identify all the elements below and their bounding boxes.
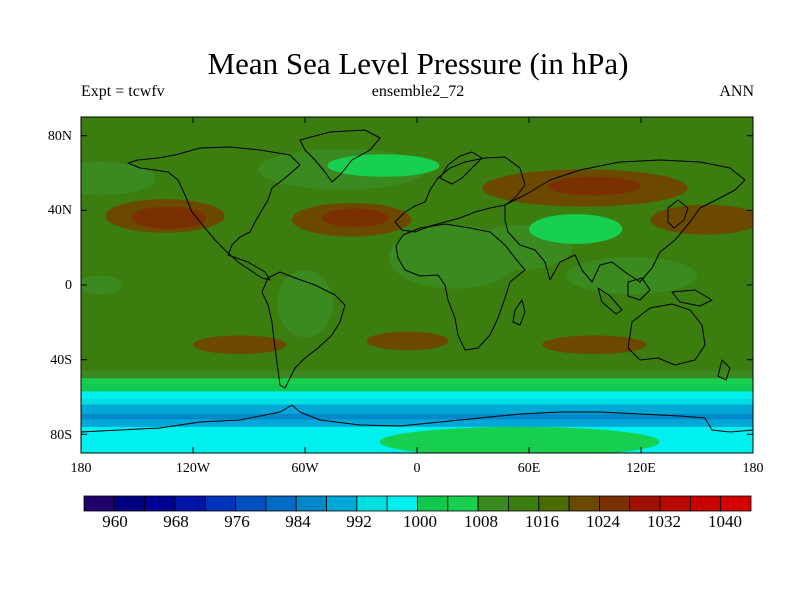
coastline-scandinavia xyxy=(439,151,483,185)
coastline-north-america xyxy=(127,146,301,281)
siberian-high-core xyxy=(547,176,641,196)
coastline-south-america xyxy=(261,271,346,389)
azores-high-core xyxy=(321,208,389,228)
lon-label-0: 0 xyxy=(413,461,421,476)
north-atlantic-low-core xyxy=(327,154,440,177)
zonal-band-1 xyxy=(81,378,753,385)
colorbar-label-1000: 1000 xyxy=(403,512,437,531)
coastline-asia xyxy=(504,159,746,283)
japan-high xyxy=(650,204,753,235)
coastlines xyxy=(81,129,753,433)
colorbar-label-1040: 1040 xyxy=(708,512,742,531)
antarctic-plateau-high xyxy=(379,426,660,453)
coastline-borneo xyxy=(627,277,651,301)
tibet-low xyxy=(529,214,623,244)
colorbar-label-960: 960 xyxy=(102,512,128,531)
coastline-japan xyxy=(667,199,689,229)
zonal-band-0 xyxy=(81,370,753,379)
lon-label-60e: 60E xyxy=(517,461,541,476)
south-america-low xyxy=(277,270,333,338)
lon-label-180e: 180 xyxy=(742,461,764,476)
zonal-band-2 xyxy=(81,383,753,392)
colorbar-label-992: 992 xyxy=(346,512,372,531)
maritime-continent-low xyxy=(566,257,698,295)
colorbar-label-984: 984 xyxy=(285,512,311,531)
zonal-band-6 xyxy=(81,413,753,420)
zonal-band-5 xyxy=(81,404,753,415)
south-atlantic-high xyxy=(366,331,449,351)
colorbar-label-1008: 1008 xyxy=(464,512,498,531)
axis-ticks xyxy=(80,117,754,453)
run-label: ensemble2_72 xyxy=(371,83,465,100)
colorbar-label-1032: 1032 xyxy=(647,512,681,531)
lon-label-120w: 120W xyxy=(175,461,211,476)
coastline-antarctica xyxy=(81,404,753,433)
aleutian-low xyxy=(81,161,156,196)
coastline-greenland xyxy=(299,129,381,183)
lat-label-40s: 40S xyxy=(50,353,72,368)
coastline-new-zealand xyxy=(717,359,731,381)
lat-label-80n: 80N xyxy=(47,129,72,144)
north-pacific-high-core xyxy=(131,206,207,229)
colorbar-label-1024: 1024 xyxy=(586,512,620,531)
lat-label-40n: 40N xyxy=(47,203,72,218)
coastline-new-guinea xyxy=(671,289,713,307)
coastline-australia xyxy=(627,303,706,366)
season-label: ANN xyxy=(719,83,754,100)
colorbar-label-976: 976 xyxy=(224,512,250,531)
east-pacific-low xyxy=(81,275,123,295)
zonal-band-7 xyxy=(81,419,753,428)
coastline-sumatra xyxy=(597,287,623,315)
lon-label-60w: 60W xyxy=(291,461,319,476)
chart-title: Mean Sea Level Pressure (in hPa) xyxy=(207,46,629,81)
south-pacific-high xyxy=(193,335,287,355)
colorbar-label-1016: 1016 xyxy=(525,512,559,531)
zonal-band-3 xyxy=(81,391,753,400)
lat-label-80s: 80S xyxy=(50,428,72,443)
lat-label-eq: 0 xyxy=(65,278,72,293)
lon-label-180w: 180 xyxy=(70,461,92,476)
coastline-madagascar xyxy=(512,299,526,326)
lon-label-120e: 120E xyxy=(626,461,656,476)
coastline-africa xyxy=(395,223,526,351)
colorbar-label-968: 968 xyxy=(163,512,189,531)
zonal-band-4 xyxy=(81,398,753,405)
south-indian-high xyxy=(542,335,647,355)
coastline-europe xyxy=(394,156,526,233)
experiment-label: Expt = tcwfv xyxy=(81,83,165,100)
